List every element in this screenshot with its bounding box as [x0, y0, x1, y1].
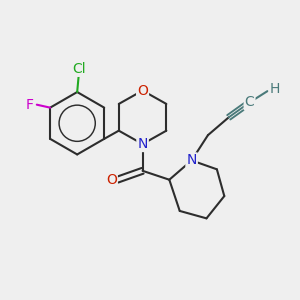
Text: N: N	[186, 153, 197, 167]
Text: O: O	[137, 84, 148, 98]
Text: O: O	[106, 173, 117, 187]
Text: C: C	[245, 95, 254, 110]
Text: Cl: Cl	[72, 62, 86, 76]
Text: H: H	[270, 82, 280, 96]
Text: F: F	[26, 98, 34, 112]
Text: N: N	[137, 137, 148, 151]
